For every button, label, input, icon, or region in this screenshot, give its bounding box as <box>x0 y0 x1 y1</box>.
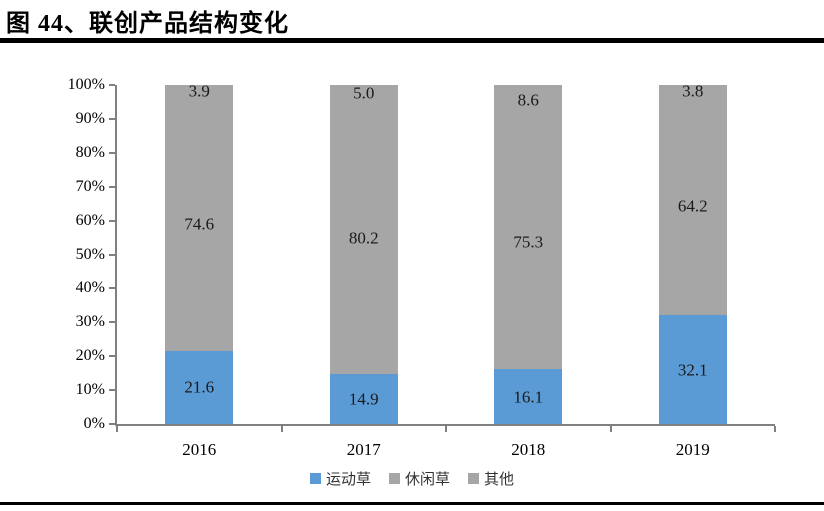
x-axis-category-label: 2016 <box>182 440 217 459</box>
y-axis-tick-mark <box>109 219 115 222</box>
legend-item-休闲草: 休闲草 <box>388 468 450 489</box>
y-axis-tick-label: 60% <box>75 211 105 229</box>
bar-value-label: 14.9 <box>348 389 379 409</box>
bar-segment-其他 <box>329 84 398 102</box>
x-axis-tick-mark <box>280 426 283 432</box>
x-axis-category-label: 2019 <box>675 440 710 459</box>
y-axis-tick-mark <box>109 253 115 256</box>
y-axis-tick-label: 0% <box>83 415 105 432</box>
y-axis-tick-label: 30% <box>75 313 105 331</box>
title-underline-rule <box>0 38 824 43</box>
bar-value-label: 64.2 <box>677 196 708 216</box>
bar-value-label: 16.1 <box>513 387 544 407</box>
bar-segment-运动草 <box>658 315 727 424</box>
x-axis-category-label: 2018 <box>511 440 546 459</box>
y-axis-tick-label: 80% <box>75 143 105 161</box>
y-axis-tick-mark <box>109 84 115 86</box>
legend-label: 其他 <box>484 471 515 488</box>
stacked-bar-2017: 14.9 80.2 5.0 <box>329 83 398 424</box>
x-axis-tick-mark <box>774 426 776 432</box>
bar-value-label: 75.3 <box>513 232 544 252</box>
y-axis-tick-mark <box>109 355 115 358</box>
legend-swatch-icon <box>309 473 321 484</box>
y-axis-tick-mark <box>109 117 115 120</box>
x-axis-tick-mark <box>609 426 612 432</box>
y-axis-tick-label: 40% <box>75 279 105 297</box>
legend-label: 运动草 <box>325 471 371 488</box>
legend-swatch-icon <box>468 473 479 484</box>
chart-legend: 运动草 休闲草 其他 <box>0 468 824 489</box>
figure-title: 图 44、联创产品结构变化 <box>6 11 289 37</box>
x-axis-category-label: 2017 <box>346 440 381 459</box>
bar-segment-休闲草 <box>494 114 563 370</box>
bar-value-label: 8.6 <box>517 90 539 110</box>
stacked-bar-2019: 32.1 64.2 3.8 <box>658 81 727 424</box>
bar-value-label: 21.6 <box>184 377 215 397</box>
bar-segment-运动草 <box>494 369 563 424</box>
y-axis-tick-label: 20% <box>75 347 105 365</box>
y-axis-tick-label: 50% <box>75 245 105 263</box>
x-axis-tick-mark <box>445 426 447 432</box>
bar-segment-其他 <box>494 85 563 115</box>
y-axis-tick-mark <box>109 185 115 188</box>
bar-segment-休闲草 <box>165 97 234 351</box>
y-axis-tick-mark <box>109 423 115 425</box>
legend-item-其他: 其他 <box>468 468 514 489</box>
y-axis-tick-label: 90% <box>75 109 105 127</box>
bar-value-label: 32.1 <box>677 360 708 380</box>
bar-segment-运动草 <box>329 373 398 424</box>
stacked-bar-2018: 16.1 75.3 8.6 <box>494 85 563 424</box>
legend-swatch-icon <box>388 473 400 484</box>
x-axis-tick-mark <box>116 426 118 432</box>
bar-segment-其他 <box>658 84 727 98</box>
stacked-bar-2016: 21.6 74.6 3.9 <box>165 81 234 424</box>
legend-label: 休闲草 <box>404 471 450 488</box>
legend-item-运动草: 运动草 <box>309 468 371 489</box>
figure-bottom-separator-rule <box>0 502 824 505</box>
y-axis-tick-label: 100% <box>67 76 105 93</box>
y-axis-tick-mark <box>109 389 115 392</box>
bar-segment-运动草 <box>165 350 234 424</box>
stacked-bar-plot-area: 0% 10% 20% 30% 40% 50% 60% 70% 80% 90% 100% 21.6 74.… <box>68 77 776 459</box>
bar-value-label: 74.6 <box>184 214 215 234</box>
bar-segment-休闲草 <box>329 101 398 374</box>
y-axis-tick-label: 70% <box>75 177 105 195</box>
bar-value-label: 5.0 <box>353 83 375 103</box>
bar-segment-休闲草 <box>658 97 727 316</box>
bar-value-label: 3.8 <box>682 81 704 101</box>
bar-value-label: 3.9 <box>188 81 210 101</box>
y-axis-tick-mark <box>109 321 115 324</box>
y-axis-tick-label: 10% <box>75 381 105 399</box>
bar-segment-其他 <box>165 84 234 98</box>
y-axis-tick-mark <box>109 287 115 290</box>
y-axis-tick-mark <box>109 151 115 154</box>
bar-value-label: 80.2 <box>348 228 379 248</box>
